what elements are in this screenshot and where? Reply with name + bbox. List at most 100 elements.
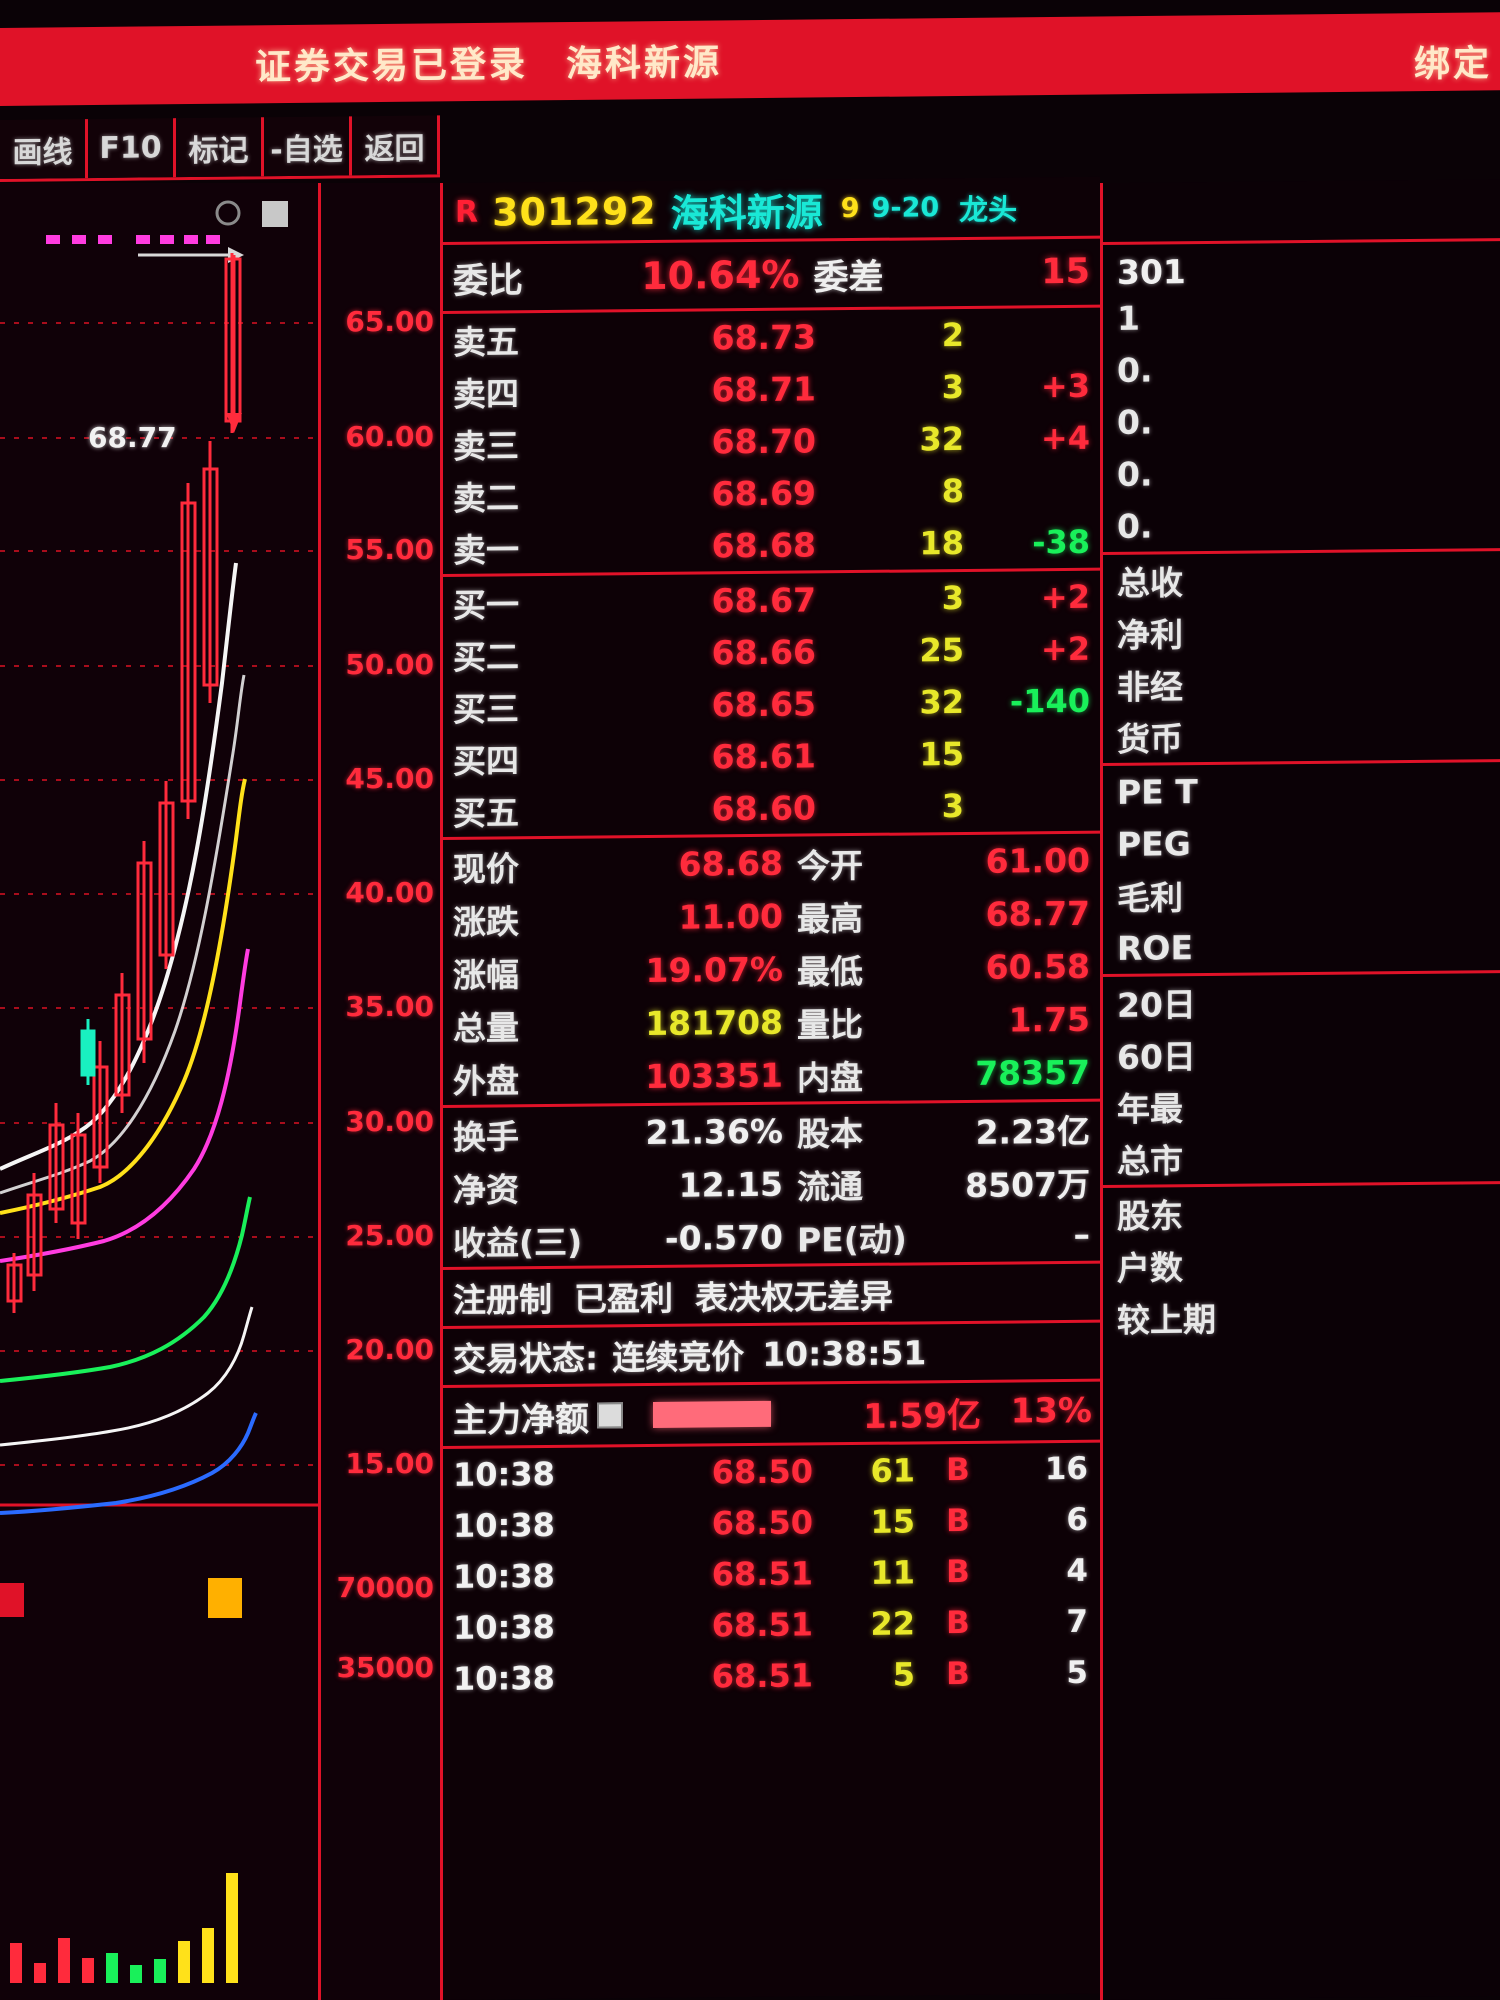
- sidebar-label: 货币: [1117, 719, 1183, 759]
- tick-row[interactable]: 10:38 68.51 5 B 5: [443, 1647, 1100, 1704]
- tick-row[interactable]: 10:38 68.50 61 B 16: [443, 1443, 1100, 1500]
- ask-price: 68.69: [711, 472, 816, 513]
- bid-row[interactable]: 买一 68.67 3 +2: [443, 571, 1100, 629]
- toolbar: 画线 F10 标记 -自选 返回: [0, 115, 440, 182]
- chart-y-axis: 65.00 60.00 55.00 50.00 45.00 40.00 35.0…: [318, 183, 440, 2000]
- tick-price: 68.50: [711, 1451, 813, 1491]
- sidebar-fin-row: 0.: [1103, 392, 1500, 448]
- note-voting-rights: 表决权无差异: [695, 1276, 893, 1318]
- trade-status-section: 交易状态: 连续竞价 10:38:51: [443, 1322, 1100, 1388]
- ask-price: 68.71: [711, 368, 816, 409]
- stat-row-change-pct: 涨幅 19.07% 最低 60.58: [443, 940, 1100, 999]
- main-force-bar: [653, 1400, 771, 1428]
- bid-row[interactable]: 买三 68.65 32 -140: [443, 675, 1100, 733]
- sidebar-label: 年最: [1117, 1089, 1183, 1129]
- sidebar-item-vs-last-period[interactable]: 较上期: [1103, 1288, 1500, 1344]
- toolbar-button-f10[interactable]: F10: [88, 118, 176, 179]
- ask-volume: 3: [941, 367, 964, 407]
- bid-delta: +2: [1040, 577, 1090, 617]
- ask-row[interactable]: 卖五 68.73 2: [443, 308, 1100, 366]
- tick-time: 10:38: [453, 1454, 555, 1494]
- sidebar-fin-value: 0.: [1117, 349, 1153, 390]
- weicha-label: 委差: [813, 257, 884, 298]
- bid-price: 68.60: [711, 787, 816, 828]
- tick-row[interactable]: 10:38 68.51 22 B 7: [443, 1596, 1100, 1653]
- ask-row[interactable]: 卖一 68.68 18 -38: [443, 516, 1100, 574]
- chart-high-price-label: 68.77: [88, 421, 177, 454]
- tick-price: 68.51: [711, 1604, 813, 1644]
- weibi-section: 委比 10.64% 委差 15: [443, 238, 1100, 314]
- ask-row[interactable]: 卖四 68.71 3 +3: [443, 360, 1100, 418]
- sidebar-fin-value: 0.: [1117, 401, 1153, 442]
- stat-value-open: 61.00: [985, 840, 1090, 881]
- axis-tick-4: 45.00: [345, 762, 434, 795]
- bid-delta: +2: [1040, 629, 1090, 669]
- main-force-row[interactable]: 主力净额 1.59亿 13%: [443, 1382, 1100, 1446]
- ask-row[interactable]: 卖二 68.69 8: [443, 464, 1100, 522]
- sidebar-item-year-high[interactable]: 年最: [1103, 1077, 1500, 1133]
- bid-row[interactable]: 买五 68.60 3: [443, 779, 1100, 837]
- sidebar-item-20day[interactable]: 20日: [1103, 973, 1500, 1029]
- sidebar-item-holder-count[interactable]: 户数: [1103, 1236, 1500, 1292]
- stat-label-inner: 内盘: [797, 1057, 863, 1098]
- list-icon[interactable]: [597, 1402, 623, 1429]
- bid-delta: [970, 753, 1100, 754]
- sidebar-item-net-profit[interactable]: 净利: [1103, 603, 1500, 659]
- weibi-row: 委比 10.64% 委差 15: [443, 239, 1100, 311]
- tick-side: B: [946, 1553, 970, 1590]
- ask-level-label: 卖一: [453, 530, 519, 570]
- axis-tick-8: 25.00: [345, 1219, 434, 1252]
- candlestick-chart-pane[interactable]: 68.77: [0, 183, 440, 2000]
- sidebar-item-non-recurring[interactable]: 非经: [1103, 655, 1500, 711]
- bid-row[interactable]: 买二 68.66 25 +2: [443, 623, 1100, 681]
- sidebar-item-total-revenue[interactable]: 总收: [1103, 551, 1500, 607]
- tick-list[interactable]: 10:38 68.50 61 B 16 10:38 68.50 15 B 6 1…: [443, 1443, 1100, 1704]
- sidebar-item-gross-margin[interactable]: 毛利: [1103, 866, 1500, 922]
- toolbar-button-mark[interactable]: 标记: [176, 117, 264, 178]
- sidebar-group-c: 20日 60日 年最 总市: [1103, 973, 1500, 1188]
- axis-tick-9: 20.00: [345, 1333, 434, 1366]
- sidebar-label: ROE: [1117, 927, 1194, 968]
- tick-time: 10:38: [453, 1658, 555, 1698]
- bid-level-label: 买二: [453, 637, 519, 677]
- toolbar-button-back[interactable]: 返回: [352, 115, 440, 176]
- login-banner: 证券交易已登录 海科新源 绑定: [0, 12, 1500, 106]
- ask-level-label: 卖五: [453, 322, 519, 362]
- tick-price: 68.50: [711, 1502, 813, 1542]
- stat-value-turnover: 21.36%: [645, 1111, 783, 1153]
- sidebar-item-pe-ttm[interactable]: PE T: [1103, 762, 1500, 818]
- quote-header[interactable]: R 301292 海科新源 9 9-20 龙头: [443, 176, 1100, 245]
- tick-row[interactable]: 10:38 68.50 15 B 6: [443, 1494, 1100, 1551]
- stat-label-low: 最低: [797, 951, 863, 992]
- sidebar-item-peg[interactable]: PEG: [1103, 814, 1500, 870]
- ask-price: 68.68: [711, 524, 816, 565]
- sidebar-item-monetary[interactable]: 货币: [1103, 707, 1500, 763]
- tick-price: 68.51: [711, 1553, 813, 1593]
- toolbar-button-watchlist[interactable]: -自选: [264, 116, 352, 177]
- bid-price: 68.67: [711, 579, 816, 620]
- axis-tick-5: 40.00: [345, 876, 434, 909]
- stat-label-net-assets: 净资: [453, 1169, 519, 1210]
- sidebar-item-market-cap[interactable]: 总市: [1103, 1129, 1500, 1185]
- toolbar-button-drawline[interactable]: 画线: [0, 119, 88, 179]
- ask-row[interactable]: 卖三 68.70 32 +4: [443, 412, 1100, 470]
- sidebar-item-60day[interactable]: 60日: [1103, 1025, 1500, 1081]
- bid-row[interactable]: 买四 68.61 15: [443, 727, 1100, 785]
- volume-axis-tick-0: 70000: [336, 1571, 434, 1604]
- ask-price: 68.73: [711, 316, 816, 357]
- sidebar-fin-value: 0.: [1117, 453, 1153, 494]
- banner-title: 证券交易已登录: [255, 44, 529, 89]
- stat-value-eps: -0.570: [664, 1217, 783, 1258]
- stat-label-eps: 收益(三): [453, 1222, 583, 1263]
- sidebar-item-roe[interactable]: ROE: [1103, 918, 1500, 974]
- tick-row[interactable]: 10:38 68.51 11 B 4: [443, 1545, 1100, 1602]
- axis-tick-6: 35.00: [345, 990, 434, 1023]
- stat-label-float: 流通: [797, 1166, 863, 1207]
- stat-value-shares: 2.23亿: [975, 1111, 1090, 1152]
- bid-delta: [970, 805, 1100, 806]
- stat-label-high: 最高: [797, 898, 863, 939]
- sidebar-item-shareholders[interactable]: 股东: [1103, 1184, 1500, 1240]
- tick-count: 7: [1066, 1603, 1088, 1640]
- tick-time: 10:38: [453, 1607, 555, 1647]
- stat-label-outer: 外盘: [453, 1060, 519, 1101]
